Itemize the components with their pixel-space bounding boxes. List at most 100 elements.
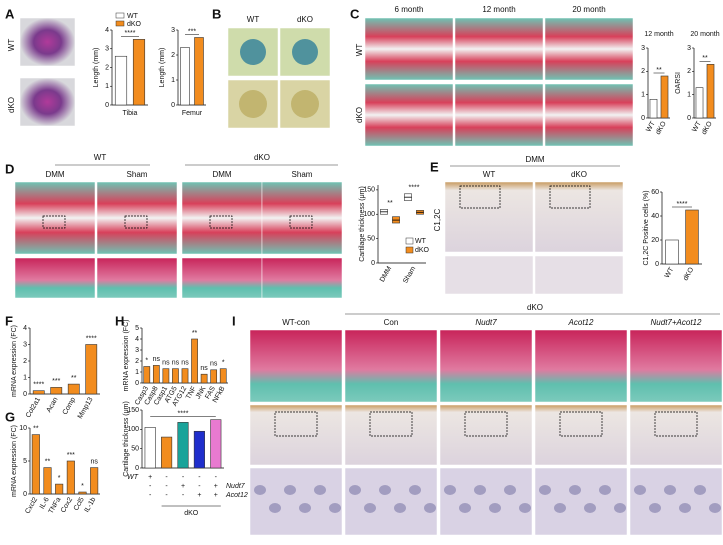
micrograph (629, 329, 723, 403)
condition-cell: - (198, 483, 201, 490)
y-tick-label: 4 (135, 336, 139, 343)
x-tick-label: WT (645, 120, 657, 134)
column-label: Sham (127, 170, 148, 179)
condition-cell: - (149, 483, 152, 490)
micrograph (629, 404, 723, 466)
micrograph (629, 467, 723, 536)
x-tick-label: IL-1b (83, 496, 97, 513)
bar (660, 75, 669, 119)
significance: **** (86, 335, 97, 342)
stain-spot (292, 39, 318, 65)
zoom-box (124, 215, 148, 229)
y-tick-label: 1 (23, 374, 27, 381)
cell (254, 485, 266, 495)
micrograph (534, 329, 628, 403)
condition-cell: - (198, 474, 201, 481)
y-tick-label: 0 (135, 465, 139, 472)
micrograph (96, 181, 178, 255)
cell (519, 503, 531, 513)
panel-letters: A B C D E F G H I (5, 6, 439, 424)
y-tick-label: 0 (687, 115, 691, 122)
bar (219, 368, 227, 384)
bar (31, 434, 40, 495)
condition-cell: - (215, 474, 218, 481)
bar (210, 419, 222, 469)
y-axis-label: mRNA expression (FC) (123, 320, 130, 392)
y-tick-label: 0 (641, 115, 645, 122)
bar (210, 369, 218, 384)
condition-cell: + (197, 492, 201, 499)
panel-letter: E (430, 159, 439, 174)
cell (474, 485, 486, 495)
micrograph (261, 181, 343, 255)
row-label: WT (355, 44, 364, 57)
column-label: DMM (45, 170, 64, 179)
column-label: WT (483, 170, 496, 179)
y-tick-label: 10 (19, 425, 27, 432)
y-tick-label: 150 (363, 187, 375, 194)
y-axis-label: mRNA expression (FC) (11, 425, 18, 497)
bar (695, 87, 704, 119)
bar (55, 483, 64, 495)
significance: **** (178, 411, 189, 418)
legend-swatch (115, 20, 125, 27)
condition-cell: - (165, 474, 168, 481)
bar (114, 55, 128, 106)
significance: * (145, 357, 148, 364)
column-label: Con (384, 318, 399, 327)
legend-swatch (405, 237, 414, 245)
cell (539, 485, 551, 495)
column-label: dKO (571, 170, 587, 179)
bar (200, 373, 208, 384)
zoom-box (369, 411, 413, 437)
bar (172, 368, 179, 384)
micrograph (344, 467, 438, 536)
micrograph (96, 257, 178, 299)
legend-label: WT (415, 238, 427, 245)
significance: *** (67, 452, 75, 459)
micrograph (444, 255, 534, 295)
legend-swatch (405, 246, 414, 254)
micrograph (19, 17, 76, 67)
micrograph (249, 329, 343, 403)
x-tick-label: Acan (46, 396, 60, 413)
condition-label: Acot12 (225, 492, 248, 499)
bar (162, 368, 170, 384)
y-tick-label: 3 (171, 27, 175, 34)
micrograph (261, 257, 343, 299)
x-tick-label: Cxcl2 (24, 496, 39, 515)
y-tick-label: 50 (367, 235, 375, 242)
chart-title: 12 month (644, 31, 673, 38)
condition-cell: + (181, 483, 185, 490)
bar (181, 368, 189, 384)
micrograph (534, 404, 628, 466)
x-tick-label: Sham (402, 265, 417, 284)
significance: ns (172, 360, 180, 367)
cell (679, 503, 691, 513)
zoom-box (42, 215, 66, 229)
cell (709, 503, 721, 513)
panel-letter: D (5, 161, 14, 176)
bar (161, 436, 173, 469)
y-axis-label: Cartilage thickness (μm) (359, 186, 366, 262)
chart-title: 20 month (690, 31, 719, 38)
y-tick-label: 2 (687, 68, 691, 75)
cell (504, 485, 516, 495)
y-tick-label: 100 (363, 211, 375, 218)
column-label: WT (247, 15, 260, 24)
panel-letter: A (5, 6, 15, 21)
bar (85, 344, 98, 395)
significance: *** (52, 378, 60, 385)
bar (177, 422, 189, 469)
legend-label: dKO (127, 21, 142, 28)
micrograph (249, 467, 343, 536)
micrograph (249, 404, 343, 466)
x-tick-label: Col2a1 (25, 396, 42, 419)
cell (424, 503, 436, 513)
micrograph (454, 83, 544, 147)
significance: *** (188, 28, 196, 35)
stain-spot (240, 39, 266, 65)
y-axis-label: C1,2C Positive cells (%) (643, 190, 650, 265)
y-tick-label: 4 (23, 325, 27, 332)
x-tick-label: WT (691, 120, 703, 134)
